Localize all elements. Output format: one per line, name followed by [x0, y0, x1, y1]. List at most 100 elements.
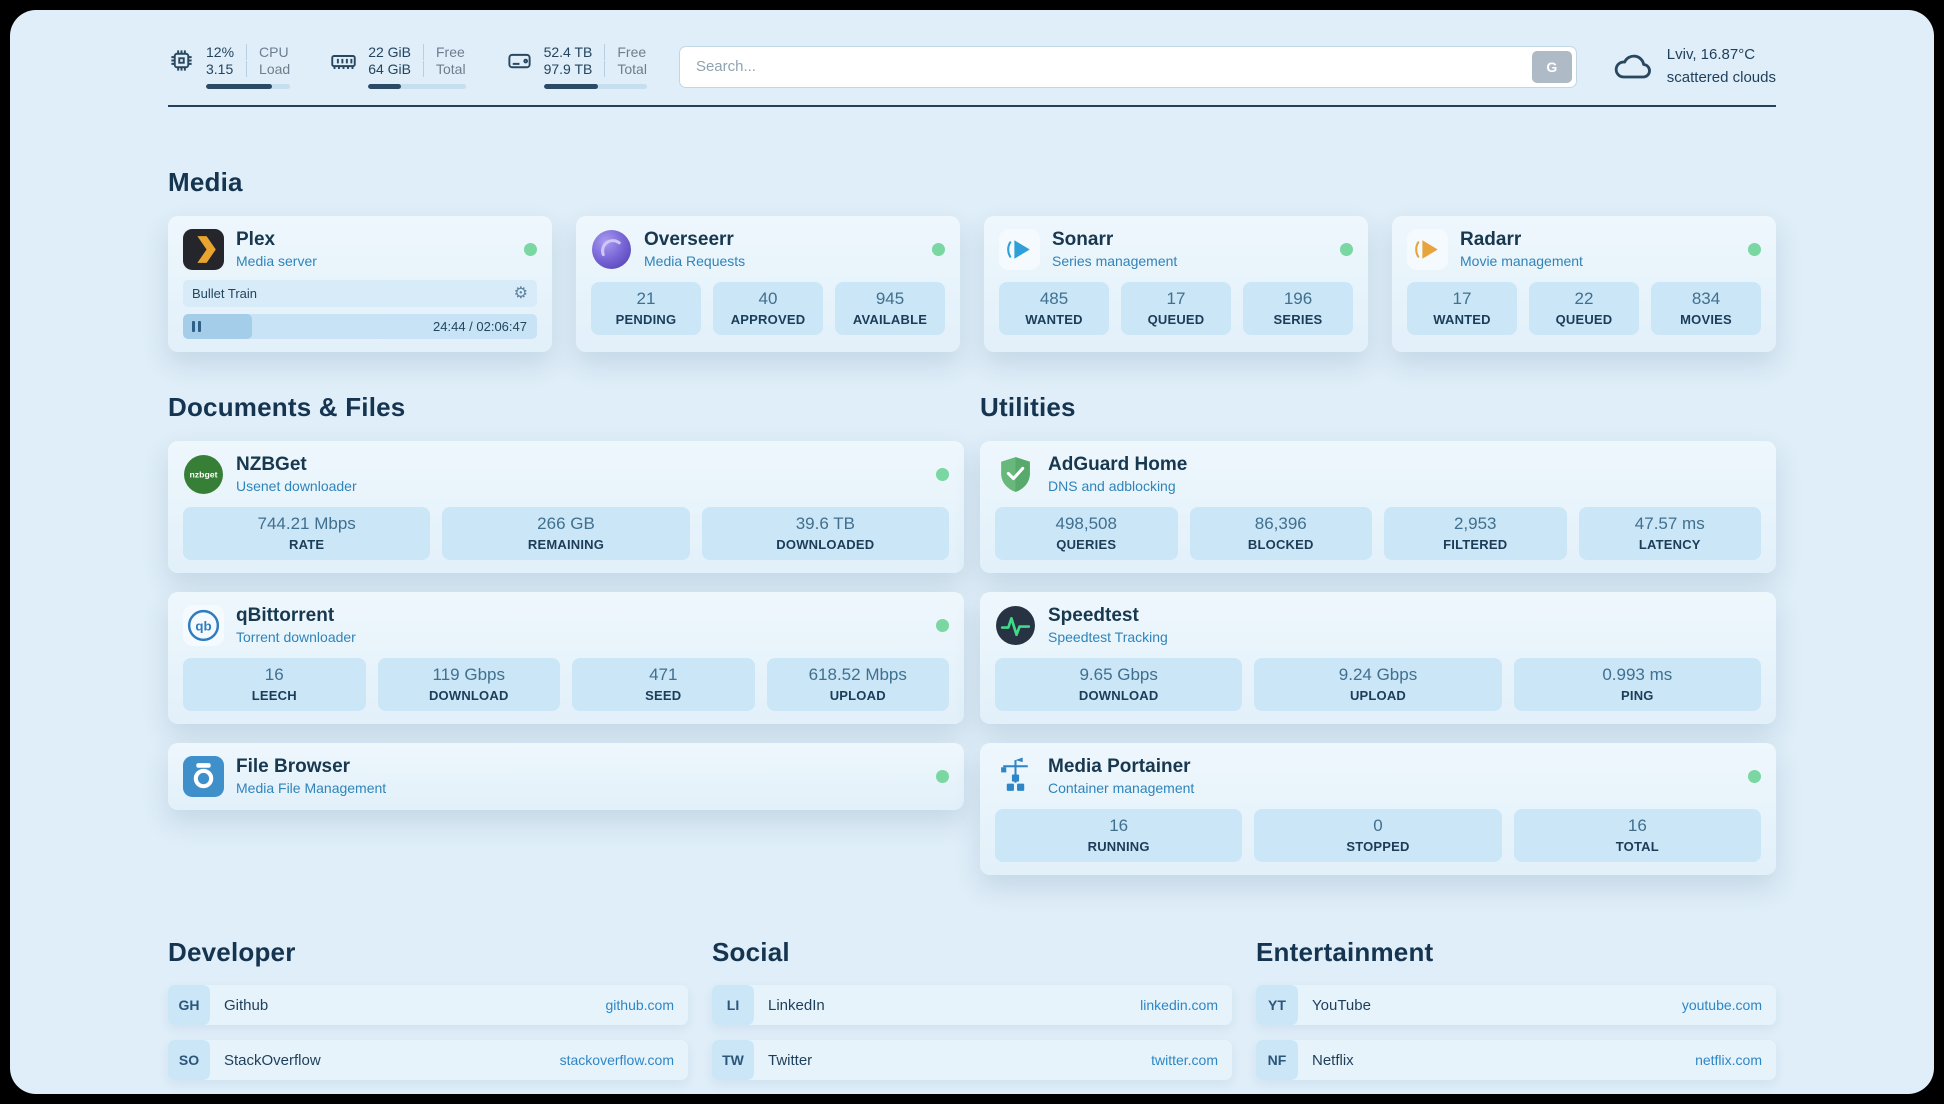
cpu-progress-bar — [206, 84, 291, 89]
portainer-subtitle: Container management — [1048, 780, 1195, 797]
disk-stat: 52.4 TB Free 97.9 TB Total — [506, 44, 647, 89]
disk-total-value: 97.9 TB — [543, 61, 593, 77]
stat-leech: 16 LEECH — [183, 658, 366, 711]
portainer-app-header[interactable]: Media Portainer Container management — [995, 756, 1761, 797]
pause-icon[interactable] — [192, 321, 195, 332]
stat-queries: 498,508 QUERIES — [995, 507, 1178, 560]
qbittorrent-name: qBittorrent — [236, 604, 335, 626]
search-engine-button[interactable]: G — [1531, 50, 1572, 83]
cpu-load-value: 3.15 — [206, 61, 234, 77]
link-linkedin[interactable]: LI LinkedIn linkedin.com — [712, 985, 1232, 1025]
stat-total: 16 TOTAL — [1513, 809, 1761, 862]
radarr-card: Radarr Movie management 17 WANTED 22 QUE… — [1392, 216, 1776, 352]
speedtest-stats: 9.65 Gbps DOWNLOAD 9.24 Gbps UPLOAD 0.99… — [995, 658, 1761, 711]
overseerr-stats: 21 PENDING 40 APPROVED 945 AVAILABLE — [591, 282, 945, 335]
ram-values: 22 GiB Free 64 GiB Total — [368, 44, 466, 89]
nzbget-app-header[interactable]: nzbget NZBGet Usenet downloader — [183, 454, 949, 495]
adguard-name: AdGuard Home — [1048, 453, 1188, 475]
sonarr-stats: 485 WANTED 17 QUEUED 196 SERIES — [999, 282, 1353, 335]
stat-available: 945 AVAILABLE — [835, 282, 945, 335]
qbittorrent-card: qb qBittorrent Torrent downloader 16 LEE… — [168, 592, 964, 724]
cpu-percent: 12% — [206, 44, 235, 60]
stat-movies: 834 MOVIES — [1651, 282, 1761, 335]
entertainment-section-title: Entertainment — [1256, 937, 1434, 967]
filebrowser-name: File Browser — [236, 755, 351, 777]
qbittorrent-app-header[interactable]: qb qBittorrent Torrent downloader — [183, 605, 949, 646]
radarr-app-header[interactable]: Radarr Movie management — [1407, 229, 1761, 270]
stat-filtered: 2,953 FILTERED — [1384, 507, 1567, 560]
radarr-icon — [1407, 229, 1448, 270]
plex-progress-bar[interactable]: 24:44 / 02:06:47 — [183, 314, 537, 339]
stat-blocked: 86,396 BLOCKED — [1189, 507, 1372, 560]
nzbget-name: NZBGet — [236, 453, 307, 475]
speedtest-name: Speedtest — [1048, 604, 1139, 626]
disk-icon — [507, 53, 531, 69]
entertainment-section: Entertainment YT YouTube youtube.com NF … — [1256, 937, 1776, 1094]
developer-section: Developer GH Github github.com SO StackO… — [168, 937, 688, 1094]
filebrowser-subtitle: Media File Management — [236, 780, 387, 797]
cpu-load-label: Load — [246, 61, 290, 77]
nzbget-subtitle: Usenet downloader — [236, 478, 357, 495]
link-twitter[interactable]: TW Twitter twitter.com — [712, 1040, 1232, 1080]
stat-queued: 17 QUEUED — [1121, 282, 1231, 335]
radarr-name: Radarr — [1460, 228, 1522, 250]
sonarr-card: Sonarr Series management 485 WANTED 17 Q… — [984, 216, 1368, 352]
svg-text:nzbget: nzbget — [189, 470, 217, 480]
media-card-row: Plex Media server Bullet Train ⚙ 24:44 /… — [168, 216, 1776, 352]
link-netflix[interactable]: NF Netflix netflix.com — [1256, 1040, 1776, 1080]
stat-download: 9.65 Gbps DOWNLOAD — [995, 658, 1243, 711]
stat-upload: 618.52 Mbps UPLOAD — [766, 658, 949, 711]
two-column-area: Documents & Files nzbget NZBGet Usenet d… — [168, 392, 1776, 875]
radarr-stats: 17 WANTED 22 QUEUED 834 MOVIES — [1407, 282, 1761, 335]
nzbget-card: nzbget NZBGet Usenet downloader 744.21 M… — [168, 441, 964, 573]
overseerr-icon — [592, 230, 631, 269]
adguard-subtitle: DNS and adblocking — [1048, 478, 1176, 495]
ram-progress-bar — [368, 84, 466, 89]
cpu-icon — [171, 50, 192, 71]
qbittorrent-icon: qb — [183, 605, 224, 646]
sonarr-app-header[interactable]: Sonarr Series management — [999, 229, 1353, 270]
overseerr-status-dot — [932, 243, 945, 256]
link-github[interactable]: GH Github github.com — [168, 985, 688, 1025]
top-bar: 12% CPU 3.15 Load 22 GiB Free 64 GiB Tot… — [10, 10, 1934, 89]
social-links: LI LinkedIn linkedin.com TW Twitter twit… — [712, 985, 1232, 1080]
radarr-status-dot — [1748, 243, 1761, 256]
ram-free-value: 22 GiB — [368, 44, 411, 60]
adguard-app-header[interactable]: AdGuard Home DNS and adblocking — [995, 454, 1761, 495]
stat-running: 16 RUNNING — [995, 809, 1243, 862]
qbittorrent-stats: 16 LEECH 119 Gbps DOWNLOAD 471 SEED 61 — [183, 658, 949, 711]
disk-progress-fill — [543, 84, 599, 89]
utilities-column: Utilities AdGuard Home DNS and adblockin… — [980, 392, 1776, 875]
plex-now-playing: Bullet Train ⚙ — [183, 280, 537, 307]
social-section: Social LI LinkedIn linkedin.com TW Twitt… — [712, 937, 1232, 1094]
svg-text:qb: qb — [195, 619, 211, 634]
stackoverflow-abbr-icon: SO — [168, 1040, 210, 1080]
overseerr-app-header[interactable]: Overseerr Media Requests — [591, 229, 945, 270]
overseerr-name: Overseerr — [644, 228, 734, 250]
sonarr-icon — [999, 229, 1040, 270]
speedtest-subtitle: Speedtest Tracking — [1048, 629, 1168, 646]
weather-location: Lviv, 16.87°C — [1666, 46, 1756, 63]
link-stackoverflow[interactable]: SO StackOverflow stackoverflow.com — [168, 1040, 688, 1080]
disk-free-value: 52.4 TB — [543, 44, 593, 60]
entertainment-links: YT YouTube youtube.com NF Netflix netfli… — [1256, 985, 1776, 1094]
portainer-status-dot — [1748, 770, 1761, 783]
cloud-icon — [1614, 54, 1651, 78]
link-youtube[interactable]: YT YouTube youtube.com — [1256, 985, 1776, 1025]
linkedin-abbr-icon: LI — [712, 985, 754, 1025]
filebrowser-app-header[interactable]: File Browser Media File Management — [183, 756, 949, 797]
media-section-title: Media — [168, 167, 243, 197]
disk-total-label: Total — [604, 61, 647, 77]
filebrowser-card: File Browser Media File Management — [168, 743, 964, 810]
speedtest-app-header[interactable]: Speedtest Speedtest Tracking — [995, 605, 1761, 646]
nzbget-stats: 744.21 Mbps RATE 266 GB REMAINING 39.6 T… — [183, 507, 949, 560]
ram-total-label: Total — [423, 61, 466, 77]
search-input[interactable] — [678, 45, 1577, 88]
nzbget-icon: nzbget — [184, 455, 223, 494]
header-divider — [168, 105, 1776, 107]
plex-card: Plex Media server Bullet Train ⚙ 24:44 /… — [168, 216, 552, 352]
gear-icon[interactable]: ⚙ — [513, 284, 528, 302]
plex-app-header[interactable]: Plex Media server — [183, 229, 537, 270]
stat-download: 119 Gbps DOWNLOAD — [377, 658, 560, 711]
stat-remaining: 266 GB REMAINING — [442, 507, 690, 560]
